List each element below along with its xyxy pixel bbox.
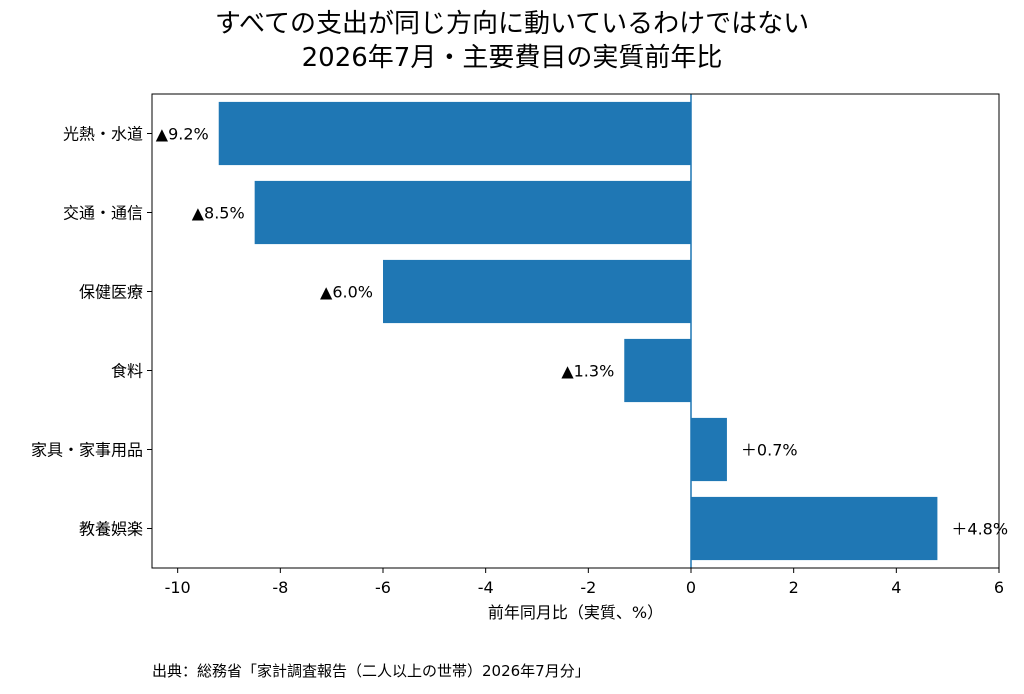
data-label: ▲6.0% xyxy=(320,283,373,302)
category-label: 食料 xyxy=(111,362,143,381)
x-tick-label: 6 xyxy=(994,578,1004,597)
category-label: 教養娯楽 xyxy=(79,520,143,539)
bar xyxy=(254,180,691,245)
chart-subtitle: 2026年7月・主要費目の実質前年比 xyxy=(301,43,723,73)
x-axis-label: 前年同月比（実質、%） xyxy=(488,603,663,622)
chart-title: すべての支出が同じ方向に動いているわけではない xyxy=(214,9,810,39)
x-tick-label: 4 xyxy=(891,578,901,597)
bar xyxy=(383,259,691,324)
x-tick-label: -6 xyxy=(375,578,391,597)
bar xyxy=(691,496,938,561)
data-label: ▲1.3% xyxy=(561,362,614,381)
bar xyxy=(218,101,691,166)
category-label: 保健医療 xyxy=(79,283,143,302)
category-label: 交通・通信 xyxy=(63,204,143,223)
bar xyxy=(691,417,727,482)
x-tick-label: -4 xyxy=(478,578,494,597)
bar xyxy=(624,338,691,403)
plot-frame xyxy=(151,93,1000,569)
x-tick-label: 0 xyxy=(686,578,696,597)
category-label: 家具・家事用品 xyxy=(31,441,143,460)
x-tick-label: 2 xyxy=(789,578,799,597)
data-label: ＋4.8% xyxy=(951,520,1008,539)
data-label: ＋0.7% xyxy=(741,441,798,460)
category-label: 光熱・水道 xyxy=(63,125,143,144)
data-label: ▲9.2% xyxy=(156,125,209,144)
x-tick-label: -10 xyxy=(165,578,191,597)
x-tick-label: -8 xyxy=(272,578,288,597)
data-label: ▲8.5% xyxy=(192,204,245,223)
source-note: 出典：総務省「家計調査報告（二人以上の世帯）2026年7月分」 xyxy=(152,662,590,680)
x-tick-label: -2 xyxy=(580,578,596,597)
